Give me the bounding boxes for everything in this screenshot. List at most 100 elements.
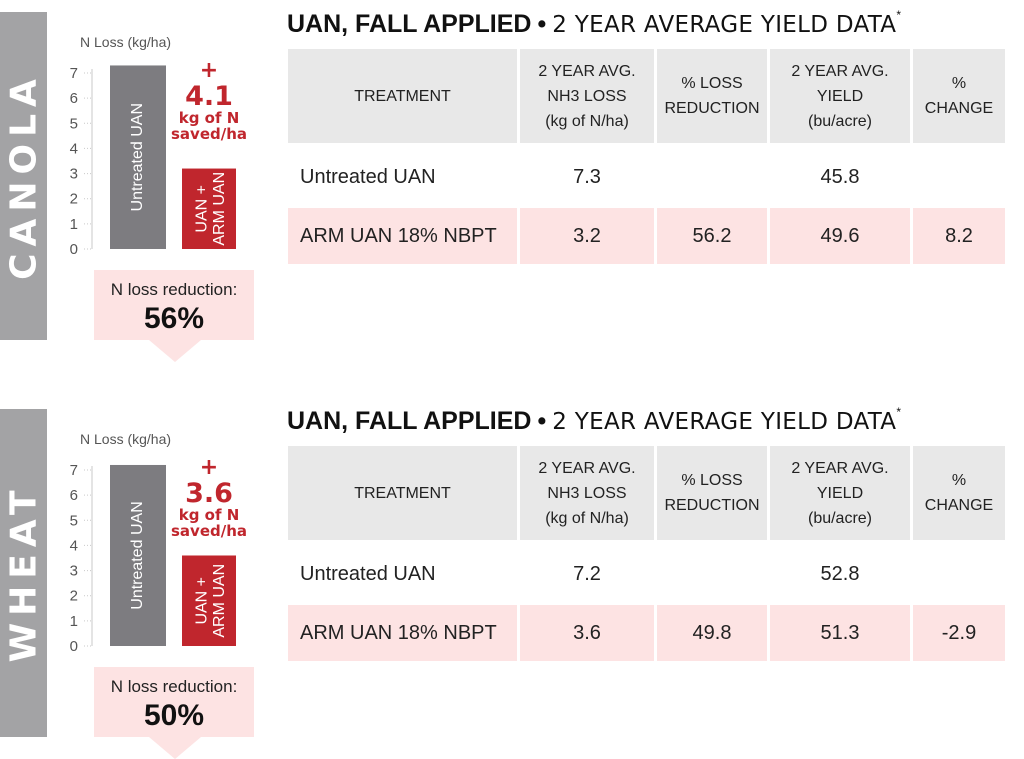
cell-percent-change: 8.2	[913, 208, 1005, 267]
header-line: REDUCTION	[664, 100, 760, 117]
header-line: CHANGE	[924, 100, 994, 117]
header-line: YIELD	[816, 484, 864, 502]
cell-treatment: Untreated UAN	[288, 546, 517, 605]
crop-label-canola: CANOLA	[0, 12, 47, 340]
bar-label: Untreated UAN	[129, 501, 146, 610]
cell-percent-change	[913, 149, 1005, 208]
n-saved-value: 3.6	[185, 478, 233, 509]
header-line: 2 YEAR AVG.	[538, 459, 636, 477]
cell-loss-reduction: 56.2	[657, 208, 767, 267]
cell-nh3-loss: 3.2	[520, 208, 654, 267]
table-header-row: TREATMENT 2 YEAR AVG. NH3 LOSS (kg of N/ha…	[288, 49, 1005, 149]
header-line: (kg of N/ha)	[545, 509, 629, 527]
bar-label: UAN +ARM UAN	[194, 564, 229, 638]
table-row: Untreated UAN 7.2 52.8	[288, 546, 1005, 605]
y-tick-label: 4	[70, 537, 78, 554]
header-nh3-loss: 2 YEAR AVG. NH3 LOSS (kg of N/ha)	[520, 446, 654, 546]
cell-nh3-loss: 7.3	[520, 149, 654, 208]
reduction-value: 50%	[143, 699, 205, 732]
n-saved-value: 4.1	[185, 81, 233, 112]
cell-nh3-loss: 7.2	[520, 546, 654, 605]
bar-arm-uan	[182, 555, 236, 646]
y-tick-label: 2	[70, 588, 78, 605]
bar-label-line: ARM UAN	[211, 172, 228, 246]
header-line: % LOSS	[681, 472, 743, 489]
y-tick-label: 6	[70, 90, 78, 107]
plus-sign: +	[200, 455, 218, 480]
n-saved-unit: kg of N	[179, 506, 240, 524]
y-tick-label: 6	[70, 487, 78, 504]
header-line: (kg of N/ha)	[545, 112, 629, 130]
bar-label: UAN +ARM UAN	[194, 172, 229, 246]
header-line: NH3 LOSS	[547, 87, 627, 105]
y-tick-label: 1	[70, 613, 78, 630]
bar-label-line: UAN +	[194, 577, 211, 625]
header-treatment: TREATMENT	[288, 446, 517, 546]
bar-label: Untreated UAN	[129, 103, 146, 212]
table-title-sub: 2 YEAR AVERAGE YIELD DATA	[552, 409, 897, 435]
plus-sign: +	[200, 58, 218, 83]
reduction-value: 56%	[143, 302, 205, 335]
y-tick-label: 0	[70, 241, 78, 258]
y-tick-label: 7	[70, 462, 78, 479]
header-line: NH3 LOSS	[547, 484, 627, 502]
yield-table-canola: TREATMENT 2 YEAR AVG. NH3 LOSS (kg of N/ha…	[285, 49, 1008, 267]
header-line: (bu/acre)	[807, 509, 873, 527]
reduction-label: N loss reduction:	[110, 677, 238, 696]
n-loss-bar-chart-wheat: 0 1 2 3 4 5 6 7 Untreated UAN UAN +ARM UAN +3.6kg …	[70, 455, 247, 655]
header-loss-reduction: % LOSS REDUCTION	[657, 49, 767, 149]
header-percent-change: % CHANGE	[913, 49, 1005, 149]
cell-yield: 45.8	[770, 149, 910, 208]
n-saved-unit: kg of N	[179, 109, 240, 127]
cell-loss-reduction: 49.8	[657, 605, 767, 664]
wheat-section: WHEAT N Loss (kg/ha) 0 1 2 3 4 5 6 7 Untreated U…	[0, 397, 1024, 759]
y-tick-label: 3	[70, 563, 78, 580]
bar-label-line: ARM UAN	[211, 564, 228, 638]
y-tick-label: 4	[70, 140, 78, 157]
crop-name: CANOLA	[3, 72, 44, 280]
table-row: ARM UAN 18% NBPT 3.6 49.8 51.3 -2.9	[288, 605, 1005, 664]
table-row: ARM UAN 18% NBPT 3.2 56.2 49.6 8.2	[288, 208, 1005, 267]
chart-title: N Loss (kg/ha)	[80, 34, 172, 50]
cell-treatment: Untreated UAN	[288, 149, 517, 208]
bar-untreated-uan	[110, 65, 166, 249]
header-yield: 2 YEAR AVG. YIELD (bu/acre)	[770, 49, 910, 149]
footnote-marker: *	[896, 405, 901, 419]
table-title-sub: 2 YEAR AVERAGE YIELD DATA	[552, 12, 897, 38]
header-treatment: TREATMENT	[288, 49, 517, 149]
bar-untreated-uan	[110, 464, 166, 646]
crop-name: WHEAT	[3, 483, 44, 663]
footnote-marker: *	[896, 8, 901, 22]
header-line: %	[951, 472, 967, 489]
y-tick-label: 7	[70, 65, 78, 82]
table-row: Untreated UAN 7.3 45.8	[288, 149, 1005, 208]
header-line: 2 YEAR AVG.	[791, 62, 889, 80]
table-title-separator: •	[537, 407, 547, 435]
y-tick-label: 0	[70, 638, 78, 655]
header-line: % LOSS	[681, 75, 743, 92]
header-line: (bu/acre)	[807, 112, 873, 130]
y-tick-label: 2	[70, 191, 78, 208]
y-tick-label: 3	[70, 166, 78, 183]
cell-yield: 51.3	[770, 605, 910, 664]
chart-title: N Loss (kg/ha)	[80, 431, 172, 447]
y-tick-label: 5	[70, 512, 78, 529]
yield-table-wheat: TREATMENT 2 YEAR AVG. NH3 LOSS (kg of N/ha…	[285, 446, 1008, 664]
cell-nh3-loss: 3.6	[520, 605, 654, 664]
table-title: UAN, FALL APPLIED • 2 YEAR AVERAGE YIELD D…	[287, 405, 901, 436]
header-percent-change: % CHANGE	[913, 446, 1005, 546]
header-loss-reduction: % LOSS REDUCTION	[657, 446, 767, 546]
header-line: TREATMENT	[354, 87, 451, 105]
cell-loss-reduction	[657, 149, 767, 208]
crop-label-wheat: WHEAT	[0, 409, 47, 737]
y-tick-label: 5	[70, 115, 78, 132]
header-line: TREATMENT	[354, 484, 451, 502]
n-loss-bar-chart-canola: 0 1 2 3 4 5 6 7 Untreated UAN UAN +ARM UAN +4.1kg …	[70, 58, 247, 258]
table-title-separator: •	[537, 10, 547, 38]
bar-label-line: UAN +	[194, 185, 211, 233]
cell-treatment: ARM UAN 18% NBPT	[288, 208, 517, 267]
cell-loss-reduction	[657, 546, 767, 605]
table-title-main: UAN, FALL APPLIED	[287, 407, 532, 435]
table-header-row: TREATMENT 2 YEAR AVG. NH3 LOSS (kg of N/ha…	[288, 446, 1005, 546]
cell-percent-change	[913, 546, 1005, 605]
